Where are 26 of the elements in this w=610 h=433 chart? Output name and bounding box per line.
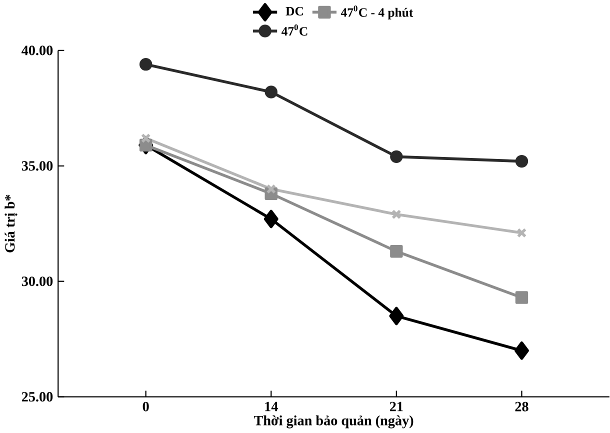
x-tick-label: 0 [142, 402, 149, 412]
y-axis-title: Giá trị b* [4, 194, 18, 252]
point [140, 133, 151, 144]
x-tick-label: 28 [515, 402, 528, 412]
point [266, 184, 276, 194]
y-tick-label: 35.00 [22, 161, 53, 171]
point [515, 291, 528, 304]
legend-label: DC [286, 6, 303, 16]
point [390, 150, 403, 164]
point [264, 86, 278, 98]
point [389, 306, 404, 326]
legend-label: 47$^{0}$C - 4 phút [340, 6, 414, 20]
y-tick-label: 40.00 [22, 46, 53, 56]
x-axis-title: Thời gian bảo quản (ngày) [254, 415, 414, 428]
legend-label: 47$^{0}$C [282, 24, 308, 36]
point [390, 244, 403, 258]
x-tick-label: 14 [265, 402, 278, 412]
point [516, 228, 527, 238]
y-tick-label: 30.00 [22, 276, 53, 286]
point [139, 58, 152, 71]
x-tick-label: 21 [390, 402, 403, 412]
point [264, 210, 278, 228]
y-tick-label: 25.00 [22, 392, 53, 402]
point [392, 209, 402, 220]
point [515, 154, 528, 168]
point [514, 341, 529, 360]
